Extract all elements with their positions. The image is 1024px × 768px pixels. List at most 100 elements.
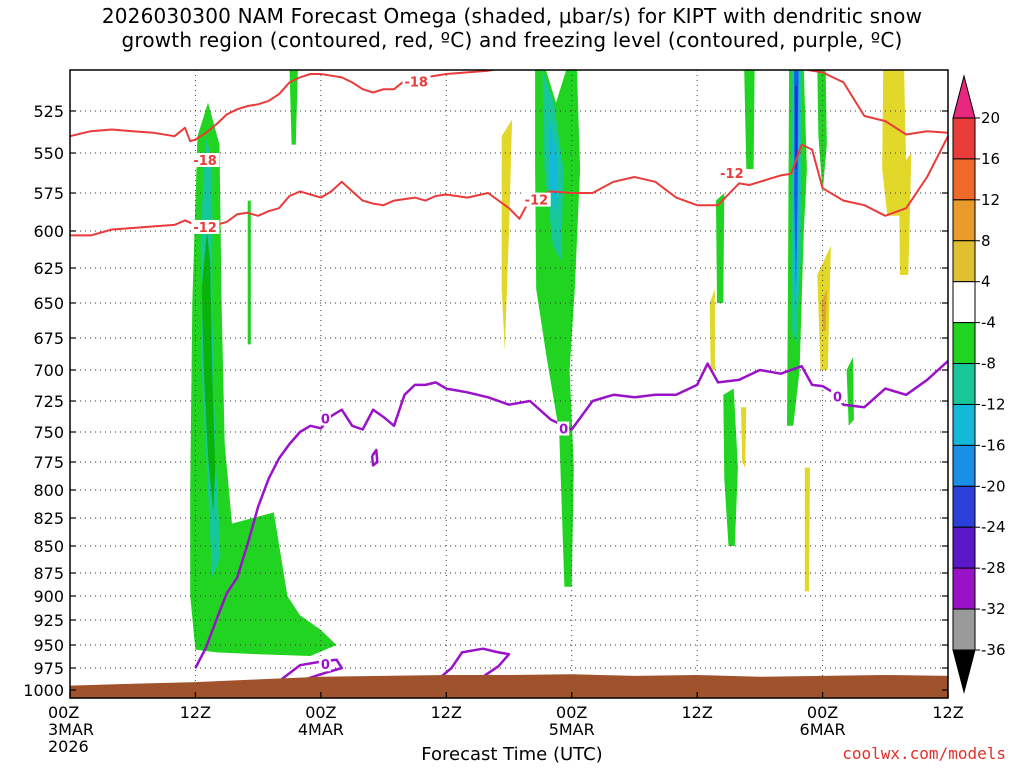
x-tick-label: 00Z — [305, 703, 336, 722]
contour-label-freezing-d-bg — [318, 657, 331, 672]
y-tick-label: 875 — [33, 564, 64, 583]
colorbar-label: -28 — [981, 559, 1006, 577]
x-tick-label: 6MAR — [800, 720, 846, 739]
colorbar-label: -4 — [981, 314, 996, 332]
chart-title: 2026030300 NAM Forecast Omega (shaded, μ… — [0, 4, 1024, 52]
colorbar-swatch — [952, 526, 976, 569]
x-tick-label: 4MAR — [298, 720, 344, 739]
y-tick-label: 900 — [33, 587, 64, 606]
contour-label-minus12-c-bg — [718, 165, 747, 180]
x-tick-label: 12Z — [431, 703, 462, 722]
contour-label-freezing-b: 0 — [559, 423, 568, 438]
y-tick-label: 725 — [33, 392, 64, 411]
y-tick-label: 675 — [33, 329, 64, 348]
contour-label-minus12-a-bg — [191, 219, 220, 234]
omega-shading — [190, 70, 912, 657]
omega-yellow-10z6mar — [898, 153, 912, 275]
contour-label-minus12-b: -12 — [525, 194, 549, 209]
contour-label-minus18-a-bg — [191, 153, 220, 167]
colorbar-bottom-arrow — [952, 649, 976, 694]
omega-green-01z6mar — [817, 70, 827, 193]
y-tick-label: 700 — [33, 361, 64, 380]
y-axis: 525 550 575 600 625 650 675 700 725 750 775 800 825 8… — [23, 102, 948, 700]
y-tick-label: 750 — [33, 423, 64, 442]
omega-green-dark-12z — [201, 231, 216, 513]
x-tick-label: 3MAR — [48, 720, 94, 739]
terrain-surface — [70, 674, 948, 698]
colorbar-swatch — [952, 403, 976, 446]
colorbar-swatch — [952, 608, 976, 651]
y-tick-label: 825 — [33, 509, 64, 528]
colorbar-swatch — [952, 240, 976, 283]
omega-green-strip-17z — [247, 200, 251, 345]
omega-yellow-05z6mar — [804, 467, 810, 592]
dgz-contour-minus18 — [70, 70, 948, 143]
colorbar-swatch — [952, 117, 976, 160]
colorbar-swatch — [952, 444, 976, 487]
y-tick-label: 525 — [33, 102, 64, 121]
plot-frame — [69, 69, 949, 699]
colorbar-label: -32 — [981, 600, 1006, 618]
x-tick-label: 12Z — [681, 703, 712, 722]
y-tick-label: 925 — [33, 611, 64, 630]
terrain-fill — [70, 674, 948, 698]
x-tick-label: 00Z — [807, 703, 838, 722]
contour-label-freezing-a: 0 — [321, 413, 330, 428]
colorbar-label: -8 — [981, 355, 996, 373]
chart-title-line-2: growth region (contoured, red, ºC) and f… — [121, 28, 903, 52]
colorbar-label: 16 — [981, 150, 1000, 168]
y-tick-label: 550 — [33, 144, 64, 163]
y-tick-label: 600 — [33, 222, 64, 241]
contour-label-freezing-c-bg — [831, 389, 844, 404]
chart-title-line-1: 2026030300 NAM Forecast Omega (shaded, μ… — [101, 4, 923, 28]
omega-green-18z5mar-a — [723, 388, 738, 546]
x-tick-label: 12Z — [180, 703, 211, 722]
dgz-contour-minus12 — [70, 135, 948, 237]
colorbar-label: 4 — [981, 273, 991, 291]
y-tick-label: 1000 — [23, 681, 64, 700]
colorbar-top-arrow — [952, 74, 976, 119]
credit-link[interactable]: coolwx.com/models — [842, 744, 1006, 763]
y-tick-label: 650 — [33, 294, 64, 313]
colorbar-swatch — [952, 322, 976, 365]
colorbar-label: 8 — [981, 232, 991, 250]
contour-label-freezing-b-bg — [557, 421, 570, 436]
contour-label-minus18-a: -18 — [193, 154, 217, 169]
colorbar: 20 16 12 8 4 -4 -8 -12 -16 -20 -24 -28 -32 -36 — [952, 74, 1006, 694]
colorbar-swatch — [952, 485, 976, 528]
y-tick-label: 850 — [33, 537, 64, 556]
contour-label-freezing-c: 0 — [833, 390, 842, 405]
omega-green-18z5mar-c — [716, 193, 725, 303]
colorbar-label: -20 — [981, 477, 1006, 495]
x-tick-label: 12Z — [932, 703, 963, 722]
omega-green-12z — [190, 102, 337, 657]
omega-yellow-20z — [741, 407, 747, 468]
omega-indigo-00z6mar — [794, 85, 798, 169]
x-tick-label: 5MAR — [549, 720, 595, 739]
colorbar-label: 20 — [981, 109, 1000, 127]
contour-label-minus18-b: -18 — [404, 75, 428, 90]
contour-label-minus12-a: -12 — [193, 221, 217, 236]
omega-green-04z6mar — [846, 357, 854, 426]
y-tick-label: 950 — [33, 636, 64, 655]
omega-green-strip-21z — [289, 70, 298, 145]
y-tick-label: 975 — [33, 659, 64, 678]
freezing-level-contour — [194, 360, 948, 669]
omega-yellow-17z — [709, 289, 715, 370]
contour-label-freezing-a-bg — [318, 411, 331, 426]
y-tick-label: 575 — [33, 184, 64, 203]
contour-label-minus12-c: -12 — [720, 167, 744, 182]
freezing-contour-small-loop — [370, 448, 379, 467]
x-tick-label: 2026 — [48, 737, 89, 756]
colorbar-label: -24 — [981, 518, 1006, 536]
contour-label-freezing-d: 0 — [321, 658, 330, 673]
colorbar-swatch — [952, 199, 976, 242]
colorbar-label: -16 — [981, 436, 1006, 454]
x-axis-title: Forecast Time (UTC) — [421, 744, 603, 765]
y-tick-label: 775 — [33, 453, 64, 472]
colorbar-label: 12 — [981, 191, 1000, 209]
contour-label-minus12-b-bg — [522, 192, 551, 207]
omega-green-18z5mar-b — [744, 70, 755, 169]
colorbar-swatch — [952, 363, 976, 405]
